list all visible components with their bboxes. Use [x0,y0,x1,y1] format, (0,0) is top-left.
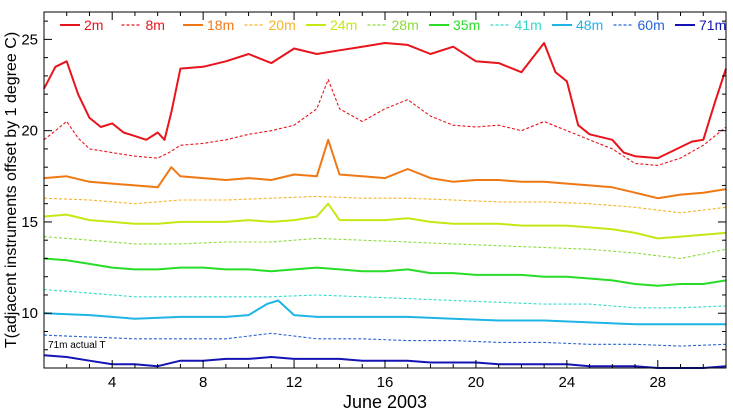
series-line-8m [43,78,727,166]
series-line-48m [43,299,726,326]
series-layer [43,42,727,369]
series-line-18m [43,138,727,200]
y-tick-label: 15 [21,214,38,231]
series-line-2m [43,42,727,160]
y-tick-label: 10 [21,305,38,322]
legend-label-60m: 60m [638,17,665,33]
legend-label-48m: 48m [576,17,603,33]
legend-label-20m: 20m [269,17,296,33]
series-line-20m [43,195,727,214]
x-axis: 4 8 12 16 20 24 28 [43,12,727,391]
legend-label-18m: 18m [207,17,234,33]
x-tick-label: 12 [286,374,303,391]
legend-label-2m: 2m [84,17,103,33]
x-tick-label: 8 [199,374,207,391]
series-line-28m [43,236,727,260]
legend-label-35m: 35m [453,17,480,33]
series-line-24m [43,202,727,240]
x-tick-label: 20 [468,374,485,391]
x-tick-label: 4 [108,374,116,391]
legend: 2m 8m 18m 20m 24m 28m 35m 41m 48m 60m 71m [60,17,726,33]
x-axis-title: June 2003 [343,392,427,412]
legend-label-28m: 28m [392,17,419,33]
y-tick-label: 25 [21,31,38,48]
y-tick-label: 20 [21,123,38,140]
annotation-71m-actual-t: 71m actual T [48,340,106,351]
series-line-35m [43,257,727,287]
y-axis-title: T(adjacent instruments offset by 1 degre… [3,32,20,348]
x-tick-label: 24 [559,374,576,391]
y-axis: 10 15 20 25 [21,20,726,369]
series-line-60m [43,332,727,347]
legend-label-41m: 41m [515,17,542,33]
legend-label-71m: 71m [699,17,726,33]
legend-label-8m: 8m [146,17,165,33]
series-line-41m [43,288,727,309]
x-tick-label: 16 [377,374,394,391]
x-tick-label: 28 [649,374,666,391]
legend-label-24m: 24m [330,17,357,33]
